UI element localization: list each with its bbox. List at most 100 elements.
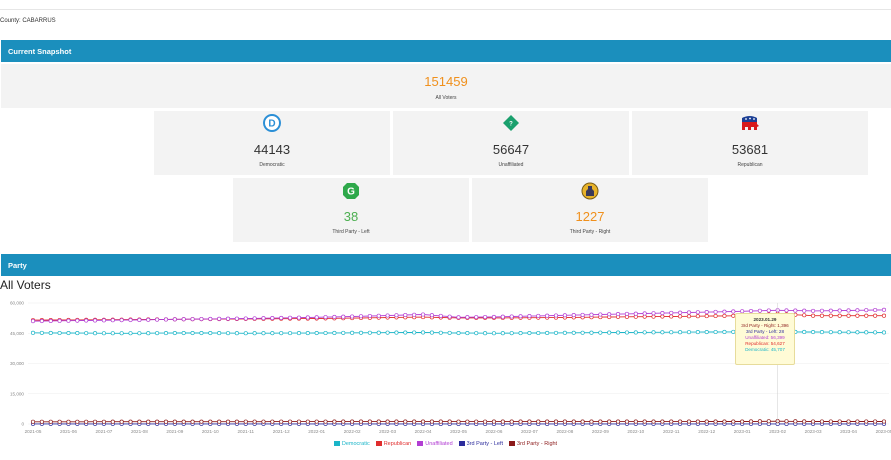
data-point — [491, 419, 497, 424]
data-point — [757, 419, 762, 424]
data-point — [553, 313, 559, 318]
data-point — [30, 419, 36, 424]
data-point — [128, 331, 133, 336]
data-point — [385, 419, 390, 424]
data-point — [571, 419, 576, 424]
data-point — [651, 419, 656, 424]
data-point — [633, 311, 638, 316]
data-point — [553, 419, 559, 424]
republican-elephant-icon — [742, 116, 759, 130]
legend-label: Republican — [383, 441, 412, 447]
data-point — [518, 314, 523, 319]
data-point — [243, 419, 248, 424]
data-point — [509, 314, 514, 319]
data-point — [545, 330, 550, 335]
legend-item[interactable]: Unaffiliated — [417, 441, 453, 447]
data-point — [633, 419, 638, 424]
data-point — [864, 313, 869, 318]
data-point — [731, 419, 736, 424]
data-point — [456, 330, 461, 336]
data-point — [163, 419, 169, 424]
data-point — [678, 314, 683, 319]
data-point — [757, 308, 762, 313]
data-point — [270, 316, 275, 321]
data-point — [279, 419, 284, 424]
data-point — [288, 315, 293, 320]
data-point — [48, 419, 53, 424]
data-point — [491, 331, 497, 336]
data-point — [784, 419, 789, 424]
data-point — [305, 315, 310, 320]
data-point — [288, 331, 293, 336]
data-point — [642, 330, 647, 335]
data-point — [713, 419, 718, 424]
data-point — [580, 312, 585, 317]
tooltip-line: Unaffiliated: 56,399 — [745, 335, 785, 340]
data-point — [660, 330, 665, 335]
legend-item[interactable]: 3rd Party - Left — [458, 441, 503, 447]
data-point — [323, 315, 328, 320]
data-point — [75, 318, 80, 323]
data-point — [305, 331, 310, 336]
top-divider — [0, 9, 891, 10]
data-point — [48, 330, 53, 335]
data-point — [172, 317, 177, 322]
legend-item[interactable]: Republican — [375, 441, 412, 447]
data-point — [199, 419, 204, 424]
data-point — [509, 419, 514, 424]
data-point — [846, 330, 851, 335]
data-point — [855, 330, 860, 335]
snapshot-header: Current Snapshot — [1, 40, 891, 62]
chart-tooltip: 2023.01.29 3rd Party - Right: 1,396 3rd P… — [735, 313, 795, 365]
y-tick-label: 15,000 — [10, 391, 24, 396]
data-point — [562, 330, 567, 335]
data-point — [686, 330, 692, 335]
data-point — [367, 330, 372, 335]
data-point — [500, 314, 505, 319]
republican-value: 53681 — [731, 142, 769, 157]
data-point — [553, 330, 559, 335]
data-point — [48, 318, 53, 323]
data-point — [722, 329, 727, 334]
data-point — [234, 331, 239, 336]
x-tick-label: 2022-04 — [415, 429, 432, 434]
data-point — [695, 310, 700, 315]
x-tick-label: 2023-01 — [734, 429, 751, 434]
data-point — [190, 419, 195, 424]
x-tick-label: 2023-05 — [876, 429, 891, 434]
data-point — [438, 330, 443, 335]
legend-item[interactable]: Democratic — [333, 441, 370, 447]
data-point — [642, 419, 647, 424]
data-point — [483, 314, 488, 320]
data-point — [279, 315, 284, 320]
data-point — [562, 313, 567, 318]
data-point — [341, 330, 346, 335]
data-point — [341, 419, 346, 424]
data-point — [695, 419, 700, 424]
data-point — [766, 308, 771, 313]
legend-item[interactable]: 3rd Party - Right — [509, 441, 557, 447]
data-point — [811, 308, 816, 313]
data-point — [855, 313, 860, 318]
legend-label: Democratic — [341, 441, 370, 447]
data-point — [811, 329, 816, 335]
data-point — [429, 419, 434, 424]
data-point — [420, 330, 426, 335]
data-point — [819, 313, 824, 318]
data-point — [828, 419, 833, 424]
data-point — [651, 314, 656, 319]
data-point — [837, 313, 842, 318]
legend-swatch — [458, 441, 465, 446]
data-point — [802, 329, 807, 335]
data-point — [30, 330, 36, 335]
data-point — [358, 419, 364, 424]
data-point — [84, 318, 89, 323]
svg-text:G: G — [347, 187, 355, 198]
data-point — [270, 419, 275, 424]
data-point — [296, 419, 301, 424]
legend-swatch — [375, 441, 382, 446]
data-point — [562, 419, 567, 424]
data-point — [376, 419, 381, 424]
data-point — [84, 331, 89, 336]
legend-swatch — [333, 441, 340, 446]
